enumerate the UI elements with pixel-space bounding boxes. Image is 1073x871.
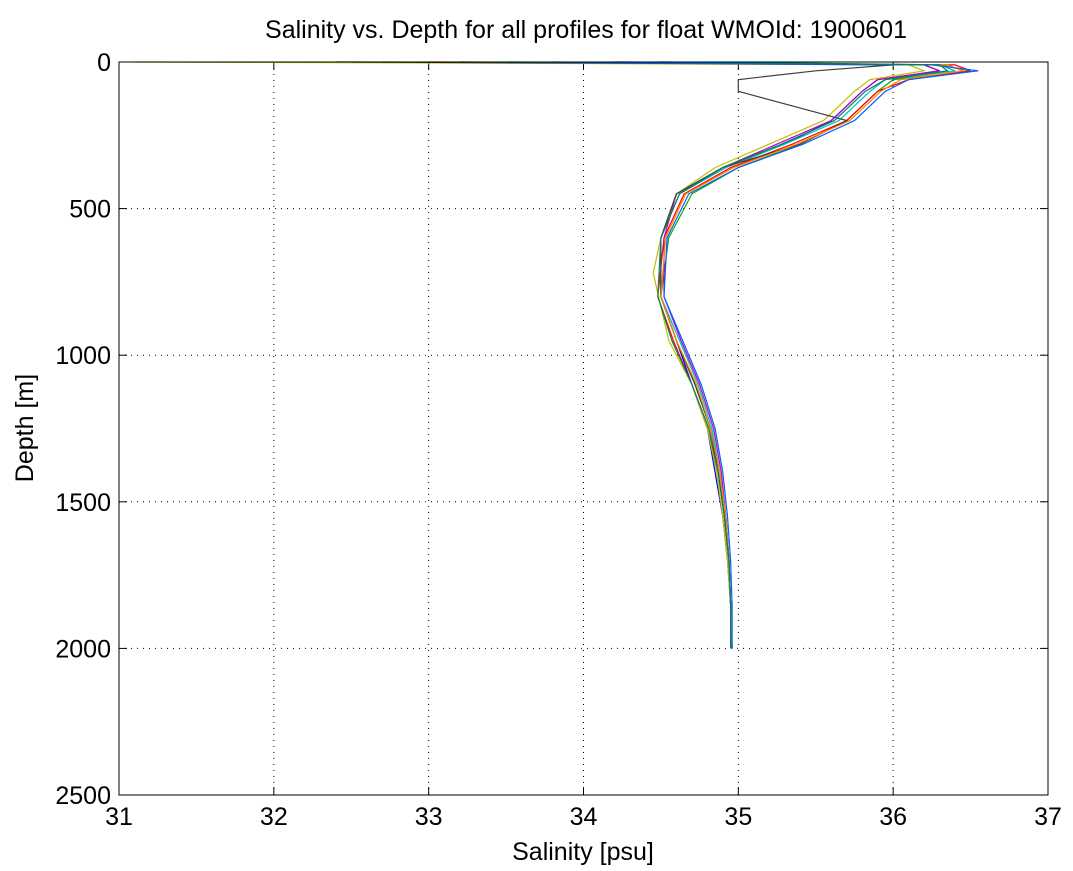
grid bbox=[119, 62, 1048, 795]
profile-line-8 bbox=[552, 61, 966, 649]
y-tick-label: 500 bbox=[69, 196, 111, 224]
x-tick-label: 35 bbox=[724, 803, 752, 831]
profile-line-10 bbox=[657, 61, 949, 649]
ticks: 31 32 33 34 35 36 37 0 500 1000 1500 2000 2500 bbox=[55, 49, 1062, 831]
y-tick-label: 2500 bbox=[55, 782, 111, 810]
y-axis-label: Depth [m] bbox=[11, 374, 39, 482]
profile-line-9 bbox=[459, 61, 979, 649]
axes-frame bbox=[118, 61, 1049, 796]
y-tick-label: 1500 bbox=[55, 489, 111, 517]
x-tick-label: 37 bbox=[1034, 803, 1062, 831]
chart-title: Salinity vs. Depth for all profiles for … bbox=[265, 16, 907, 44]
series-group bbox=[134, 61, 979, 649]
y-tick-label: 2000 bbox=[55, 635, 111, 663]
y-tick-label: 1000 bbox=[55, 342, 111, 370]
x-tick-label: 31 bbox=[105, 803, 133, 831]
x-tick-label: 34 bbox=[570, 803, 598, 831]
x-tick-label: 36 bbox=[879, 803, 907, 831]
x-axis-label: Salinity [psu] bbox=[512, 838, 654, 866]
y-tick-label: 0 bbox=[97, 49, 111, 77]
x-tick-label: 33 bbox=[415, 803, 443, 831]
x-tick-label: 32 bbox=[260, 803, 288, 831]
